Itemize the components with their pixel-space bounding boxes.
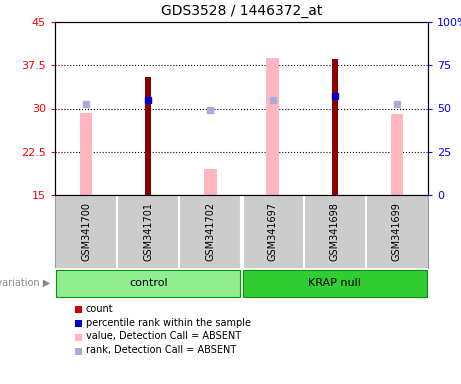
Text: percentile rank within the sample: percentile rank within the sample [86,318,251,328]
Bar [266,58,279,195]
Text: GSM341698: GSM341698 [330,202,340,261]
Bar [331,60,338,195]
Text: GSM341701: GSM341701 [143,202,153,261]
Text: KRAP null: KRAP null [308,278,361,288]
Bar [204,169,217,195]
Text: GSM341700: GSM341700 [81,202,91,261]
Text: genotype/variation ▶: genotype/variation ▶ [0,278,50,288]
Bar [391,114,403,195]
Text: count: count [86,303,113,313]
Text: GSM341697: GSM341697 [267,202,278,261]
Text: GSM341699: GSM341699 [392,202,402,261]
Text: GSM341702: GSM341702 [206,202,215,261]
Text: rank, Detection Call = ABSENT: rank, Detection Call = ABSENT [86,346,236,356]
Bar [145,77,151,195]
Text: control: control [129,278,167,288]
Text: value, Detection Call = ABSENT: value, Detection Call = ABSENT [86,331,241,341]
Bar [56,270,240,296]
Bar [80,113,92,195]
Bar [243,270,427,296]
Title: GDS3528 / 1446372_at: GDS3528 / 1446372_at [161,4,322,18]
